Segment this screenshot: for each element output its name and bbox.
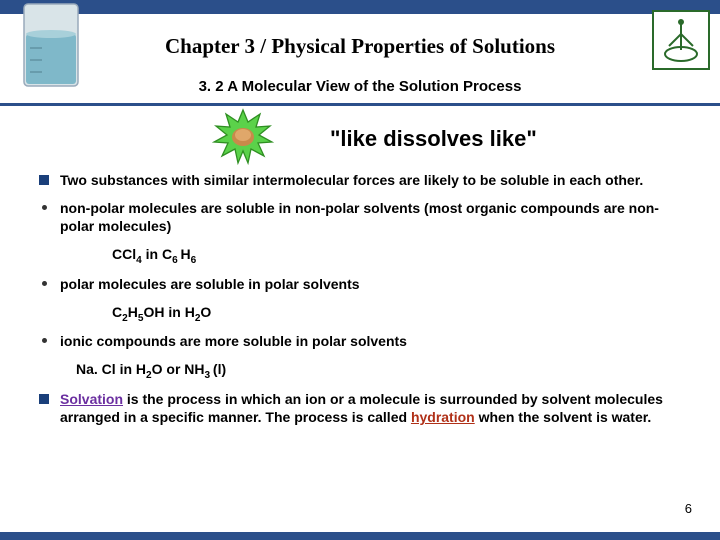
dot-bullet-icon bbox=[28, 200, 60, 236]
bullet-text: ionic compounds are more soluble in pola… bbox=[60, 333, 692, 351]
formula-part: C bbox=[112, 304, 122, 320]
sub-bullet: ionic compounds are more soluble in pola… bbox=[28, 333, 692, 351]
dot-bullet-icon bbox=[28, 333, 60, 351]
formula-part: H bbox=[180, 246, 190, 262]
formula-part: Na. Cl in H bbox=[76, 361, 146, 377]
example-formula: CCl4 in C6 H6 bbox=[112, 246, 692, 264]
dot-bullet-icon bbox=[28, 276, 60, 294]
bullet-main: Two substances with similar intermolecul… bbox=[28, 172, 692, 190]
bullet-text: non-polar molecules are soluble in non-p… bbox=[60, 200, 692, 236]
example-formula: C2H5OH in H2O bbox=[112, 304, 692, 322]
square-bullet-icon bbox=[28, 391, 60, 427]
formula-sub: 3 bbox=[205, 370, 213, 381]
bullet-text: Two substances with similar intermolecul… bbox=[60, 172, 692, 190]
formula-part: O or NH bbox=[152, 361, 205, 377]
content-area: Two substances with similar intermolecul… bbox=[0, 172, 720, 427]
square-bullet-icon bbox=[28, 172, 60, 190]
header-band: Chapter 3 / Physical Properties of Solut… bbox=[0, 0, 720, 106]
starburst-icon bbox=[212, 108, 274, 166]
formula-part: H bbox=[128, 304, 138, 320]
highlight-hydration: hydration bbox=[411, 409, 475, 425]
formula-part: CCl bbox=[112, 246, 136, 262]
formula-sub: 6 bbox=[191, 255, 197, 266]
formula-part: O bbox=[200, 304, 211, 320]
bullet-text: polar molecules are soluble in polar sol… bbox=[60, 276, 692, 294]
catchphrase: "like dissolves like" bbox=[330, 126, 537, 152]
page-number: 6 bbox=[685, 501, 692, 516]
formula-part: in C bbox=[142, 246, 172, 262]
sub-bullet: polar molecules are soluble in polar sol… bbox=[28, 276, 692, 294]
highlight-solvation: Solvation bbox=[60, 391, 123, 407]
section-title: 3. 2 A Molecular View of the Solution Pr… bbox=[0, 78, 720, 95]
text-part: when the solvent is water. bbox=[475, 409, 652, 425]
chapter-title: Chapter 3 / Physical Properties of Solut… bbox=[0, 34, 720, 59]
bullet-main: Solvation is the process in which an ion… bbox=[28, 391, 692, 427]
formula-part: OH in H bbox=[143, 304, 194, 320]
formula-part: (l) bbox=[213, 361, 226, 377]
bullet-text: Solvation is the process in which an ion… bbox=[60, 391, 692, 427]
sub-bullet: non-polar molecules are soluble in non-p… bbox=[28, 200, 692, 236]
footer-band bbox=[0, 532, 720, 540]
example-formula: Na. Cl in H2O or NH3 (l) bbox=[76, 361, 692, 379]
catchphrase-row: "like dissolves like" bbox=[0, 106, 720, 172]
